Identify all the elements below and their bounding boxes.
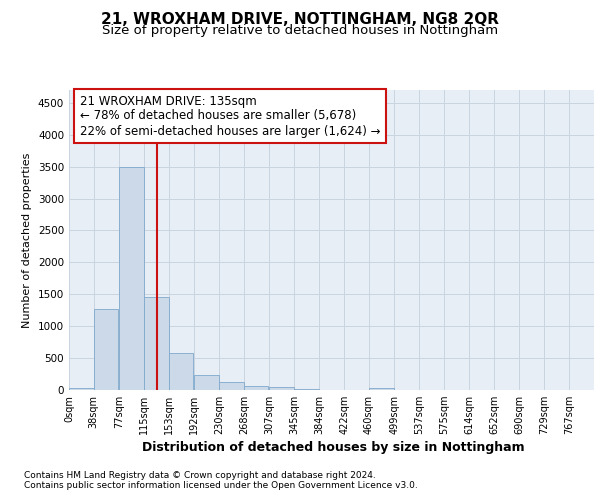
Y-axis label: Number of detached properties: Number of detached properties — [22, 152, 32, 328]
Bar — [369, 388, 394, 390]
Text: Size of property relative to detached houses in Nottingham: Size of property relative to detached ho… — [102, 24, 498, 37]
Bar — [219, 382, 244, 390]
Bar — [169, 353, 193, 390]
Text: Distribution of detached houses by size in Nottingham: Distribution of detached houses by size … — [142, 441, 524, 454]
Text: Contains public sector information licensed under the Open Government Licence v3: Contains public sector information licen… — [24, 482, 418, 490]
Text: Contains HM Land Registry data © Crown copyright and database right 2024.: Contains HM Land Registry data © Crown c… — [24, 472, 376, 480]
Bar — [119, 166, 144, 390]
Bar — [144, 298, 169, 390]
Text: 21 WROXHAM DRIVE: 135sqm
← 78% of detached houses are smaller (5,678)
22% of sem: 21 WROXHAM DRIVE: 135sqm ← 78% of detach… — [79, 94, 380, 138]
Bar — [244, 386, 268, 390]
Bar — [69, 388, 94, 390]
Bar — [194, 374, 219, 390]
Bar — [94, 309, 118, 390]
Text: 21, WROXHAM DRIVE, NOTTINGHAM, NG8 2QR: 21, WROXHAM DRIVE, NOTTINGHAM, NG8 2QR — [101, 12, 499, 28]
Bar — [269, 388, 294, 390]
